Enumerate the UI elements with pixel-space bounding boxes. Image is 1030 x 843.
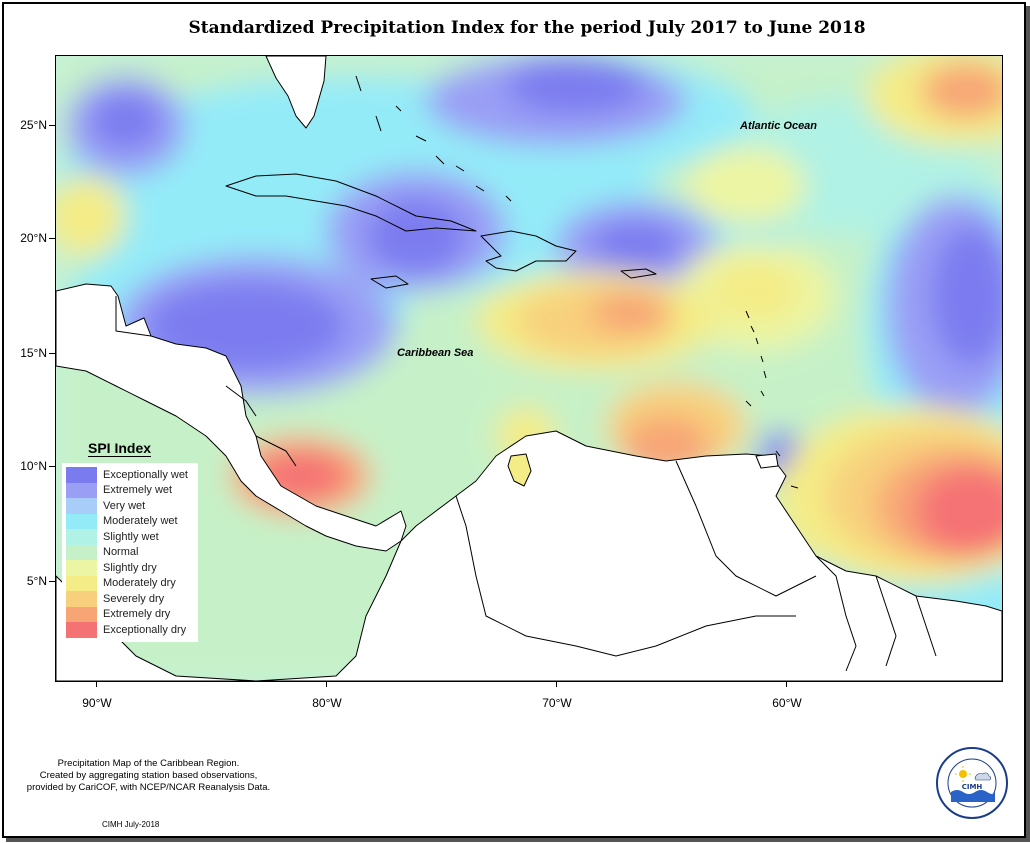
jamaica <box>370 275 409 289</box>
legend-title: SPI Index <box>88 440 152 457</box>
x-tickmark <box>786 681 787 687</box>
legend-item: Slightly dry <box>66 560 198 576</box>
y-tickmark <box>49 125 55 126</box>
legend-swatch <box>66 498 97 514</box>
legend-swatch <box>66 560 97 576</box>
y-tick-label: 10°N <box>20 459 47 473</box>
map-canvas <box>56 56 1002 681</box>
legend-swatch <box>66 606 97 622</box>
y-tick-label: 20°N <box>20 231 47 245</box>
logo-text: CIMH <box>962 783 983 791</box>
map-title: Standardized Precipitation Index for the… <box>188 18 866 38</box>
credit-text: CIMH July-2018 <box>102 820 160 829</box>
legend-swatch <box>66 575 97 591</box>
cuba <box>225 173 477 232</box>
footnote-line: Precipitation Map of the Caribbean Regio… <box>57 758 240 769</box>
spi-map <box>55 55 1003 682</box>
legend-item: Slightly wet <box>66 529 198 545</box>
cimh-logo-icon: CIMH <box>936 747 1008 819</box>
legend-item: Exceptionally wet <box>66 467 198 483</box>
legend-label: Extremely dry <box>103 608 171 621</box>
trinidad <box>755 453 779 469</box>
legend-swatch <box>66 513 97 529</box>
legend-rows: Exceptionally wet Extremely wet Very wet Mo… <box>62 463 198 642</box>
legend-item: Extremely wet <box>66 482 198 498</box>
legend-label: Moderately dry <box>103 577 176 590</box>
legend-item: Extremely dry <box>66 606 198 622</box>
caribbean-sea-label: Caribbean Sea <box>397 347 474 359</box>
legend-label: Slightly dry <box>103 561 157 574</box>
lake-maracaibo <box>507 453 532 487</box>
legend-label: Exceptionally dry <box>103 623 187 636</box>
florida <box>265 56 327 129</box>
legend-swatch <box>66 622 97 638</box>
x-tick-label: 60°W <box>772 696 802 710</box>
y-tick-label: 25°N <box>20 118 47 132</box>
y-tickmark <box>49 353 55 354</box>
footnote-line: provided by CariCOF, with NCEP/NCAR Rean… <box>26 782 271 793</box>
legend-item: Moderately dry <box>66 575 198 591</box>
y-tick-label: 5°N <box>26 574 47 588</box>
x-tick-label: 70°W <box>542 696 572 710</box>
legend-label: Severely dry <box>103 592 165 605</box>
y-tickmark <box>49 238 55 239</box>
central-america <box>56 283 407 552</box>
legend-label: Slightly wet <box>103 530 159 543</box>
legend-label: Extremely wet <box>103 484 173 497</box>
x-tick-label: 90°W <box>82 696 112 710</box>
x-tickmark <box>556 681 557 687</box>
legend-swatch <box>66 482 97 498</box>
footnote: Precipitation Map of the Caribbean Regio… <box>6 758 291 794</box>
cimh-logo: CIMH <box>935 746 1009 820</box>
legend-item: Moderately wet <box>66 513 198 529</box>
coastlines <box>56 56 1002 681</box>
legend-swatch <box>66 529 97 545</box>
legend-label: Exceptionally wet <box>103 468 188 481</box>
legend-swatch <box>66 591 97 607</box>
hispaniola <box>480 230 577 272</box>
legend-label: Very wet <box>103 499 146 512</box>
atlantic-ocean-label: Atlantic Ocean <box>740 120 818 132</box>
footnote-line: Created by aggregating station based obs… <box>39 770 258 781</box>
x-tickmark <box>326 681 327 687</box>
x-tickmark <box>96 681 97 687</box>
legend-swatch <box>66 467 97 483</box>
y-tickmark <box>49 466 55 467</box>
spi-legend: SPI Index Exceptionally wet Extremely wet… <box>62 440 198 642</box>
legend-item: Very wet <box>66 498 198 514</box>
legend-item: Severely dry <box>66 591 198 607</box>
y-tick-label: 15°N <box>20 346 47 360</box>
legend-label: Normal <box>103 546 139 559</box>
puerto-rico <box>620 268 657 279</box>
legend-swatch <box>66 544 97 560</box>
y-tickmark <box>49 581 55 582</box>
legend-item: Normal <box>66 544 198 560</box>
legend-label: Moderately wet <box>103 515 178 528</box>
x-tick-label: 80°W <box>312 696 342 710</box>
legend-item: Exceptionally dry <box>66 622 198 638</box>
